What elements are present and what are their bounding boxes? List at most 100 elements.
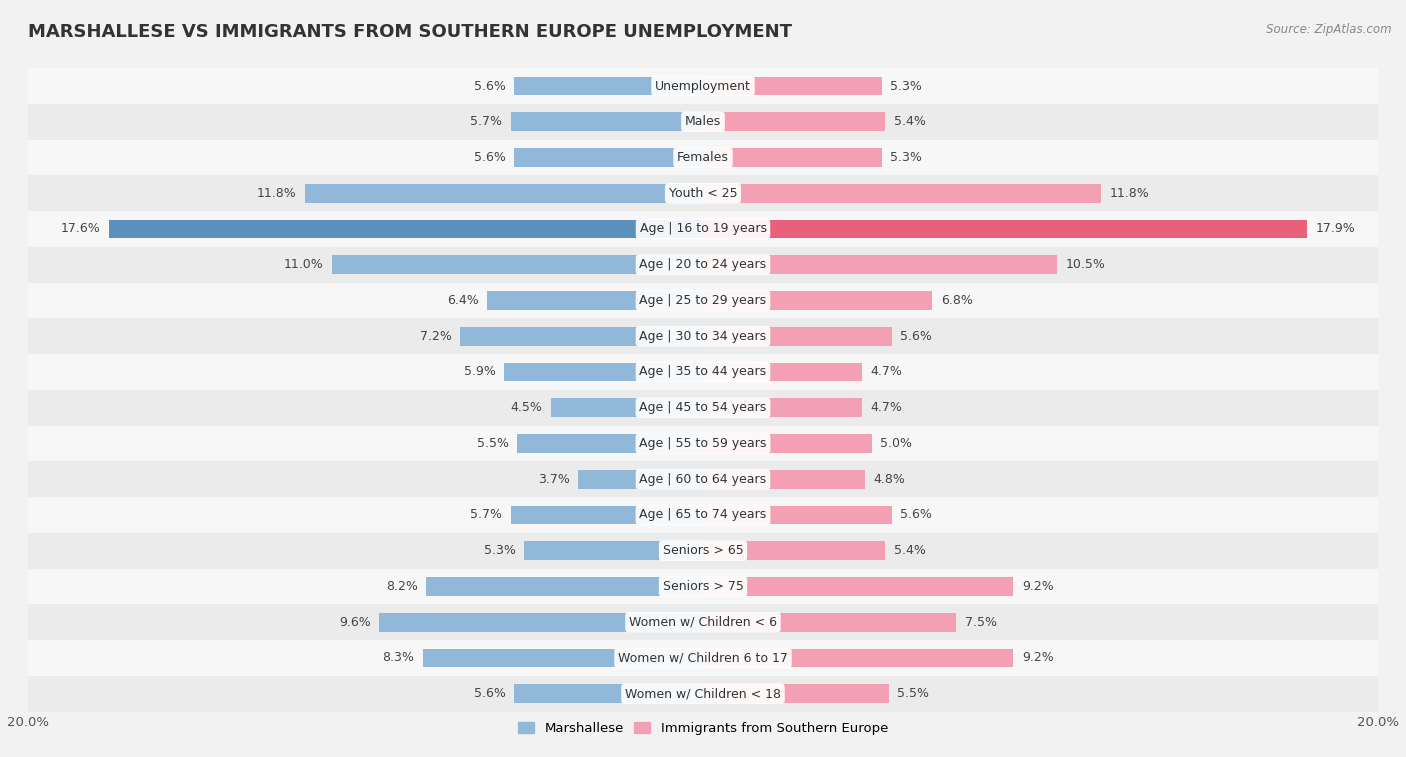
Text: 6.8%: 6.8% [941, 294, 973, 307]
Bar [28, 461, 1378, 497]
Bar [28, 604, 1378, 640]
Bar [110, 220, 703, 238]
Text: 8.3%: 8.3% [382, 652, 415, 665]
Bar [703, 684, 889, 703]
Bar [28, 176, 1378, 211]
Bar [486, 291, 703, 310]
Bar [460, 327, 703, 345]
Text: Age | 65 to 74 years: Age | 65 to 74 years [640, 509, 766, 522]
Bar [703, 363, 862, 382]
Bar [28, 282, 1378, 319]
Text: Women w/ Children 6 to 17: Women w/ Children 6 to 17 [619, 652, 787, 665]
Bar [515, 684, 703, 703]
Text: 6.4%: 6.4% [447, 294, 478, 307]
Bar [28, 104, 1378, 139]
Text: Age | 55 to 59 years: Age | 55 to 59 years [640, 437, 766, 450]
Text: 5.6%: 5.6% [900, 509, 932, 522]
Text: 10.5%: 10.5% [1066, 258, 1105, 271]
Text: 5.5%: 5.5% [477, 437, 509, 450]
Text: Youth < 25: Youth < 25 [669, 187, 737, 200]
Text: Age | 20 to 24 years: Age | 20 to 24 years [640, 258, 766, 271]
Bar [510, 113, 703, 131]
Text: 5.6%: 5.6% [474, 79, 506, 92]
Text: 9.6%: 9.6% [339, 615, 371, 629]
Text: Women w/ Children < 6: Women w/ Children < 6 [628, 615, 778, 629]
Bar [551, 398, 703, 417]
Bar [524, 541, 703, 560]
Bar [703, 506, 891, 525]
Text: 11.0%: 11.0% [284, 258, 323, 271]
Text: Age | 45 to 54 years: Age | 45 to 54 years [640, 401, 766, 414]
Text: 3.7%: 3.7% [538, 472, 569, 486]
Text: 7.2%: 7.2% [420, 330, 451, 343]
Bar [28, 211, 1378, 247]
Text: Unemployment: Unemployment [655, 79, 751, 92]
Text: 17.9%: 17.9% [1316, 223, 1355, 235]
Bar [28, 533, 1378, 569]
Legend: Marshallese, Immigrants from Southern Europe: Marshallese, Immigrants from Southern Eu… [513, 717, 893, 740]
Bar [515, 76, 703, 95]
Bar [703, 541, 886, 560]
Text: 11.8%: 11.8% [1109, 187, 1149, 200]
Bar [28, 640, 1378, 676]
Text: 5.6%: 5.6% [900, 330, 932, 343]
Text: Seniors > 65: Seniors > 65 [662, 544, 744, 557]
Text: 5.3%: 5.3% [890, 151, 922, 164]
Text: Source: ZipAtlas.com: Source: ZipAtlas.com [1267, 23, 1392, 36]
Bar [517, 435, 703, 453]
Text: Males: Males [685, 115, 721, 128]
Text: Age | 30 to 34 years: Age | 30 to 34 years [640, 330, 766, 343]
Bar [305, 184, 703, 203]
Text: 5.7%: 5.7% [470, 115, 502, 128]
Text: Age | 60 to 64 years: Age | 60 to 64 years [640, 472, 766, 486]
Text: Seniors > 75: Seniors > 75 [662, 580, 744, 593]
Text: 7.5%: 7.5% [965, 615, 997, 629]
Bar [28, 497, 1378, 533]
Bar [703, 76, 882, 95]
Bar [703, 327, 891, 345]
Bar [380, 613, 703, 631]
Bar [28, 319, 1378, 354]
Bar [515, 148, 703, 167]
Text: 17.6%: 17.6% [60, 223, 101, 235]
Bar [28, 390, 1378, 425]
Text: 8.2%: 8.2% [387, 580, 418, 593]
Bar [28, 425, 1378, 461]
Text: 5.3%: 5.3% [484, 544, 516, 557]
Text: MARSHALLESE VS IMMIGRANTS FROM SOUTHERN EUROPE UNEMPLOYMENT: MARSHALLESE VS IMMIGRANTS FROM SOUTHERN … [28, 23, 792, 41]
Bar [28, 247, 1378, 282]
Bar [332, 255, 703, 274]
Text: 11.8%: 11.8% [257, 187, 297, 200]
Text: 5.5%: 5.5% [897, 687, 929, 700]
Text: 4.5%: 4.5% [510, 401, 543, 414]
Text: Age | 25 to 29 years: Age | 25 to 29 years [640, 294, 766, 307]
Bar [703, 577, 1014, 596]
Text: 5.6%: 5.6% [474, 687, 506, 700]
Text: 5.3%: 5.3% [890, 79, 922, 92]
Text: 5.9%: 5.9% [464, 366, 495, 378]
Bar [703, 255, 1057, 274]
Bar [703, 148, 882, 167]
Bar [28, 569, 1378, 604]
Text: 4.7%: 4.7% [870, 366, 901, 378]
Text: 5.4%: 5.4% [894, 544, 925, 557]
Text: 5.6%: 5.6% [474, 151, 506, 164]
Bar [703, 113, 886, 131]
Bar [703, 613, 956, 631]
Bar [703, 649, 1014, 667]
Text: 9.2%: 9.2% [1022, 652, 1053, 665]
Bar [28, 354, 1378, 390]
Bar [28, 676, 1378, 712]
Bar [703, 184, 1101, 203]
Text: Age | 16 to 19 years: Age | 16 to 19 years [640, 223, 766, 235]
Text: Age | 35 to 44 years: Age | 35 to 44 years [640, 366, 766, 378]
Bar [703, 435, 872, 453]
Bar [510, 506, 703, 525]
Text: 5.0%: 5.0% [880, 437, 912, 450]
Bar [578, 470, 703, 488]
Text: 5.4%: 5.4% [894, 115, 925, 128]
Bar [28, 68, 1378, 104]
Text: Women w/ Children < 18: Women w/ Children < 18 [626, 687, 780, 700]
Text: 4.8%: 4.8% [873, 472, 905, 486]
Text: 9.2%: 9.2% [1022, 580, 1053, 593]
